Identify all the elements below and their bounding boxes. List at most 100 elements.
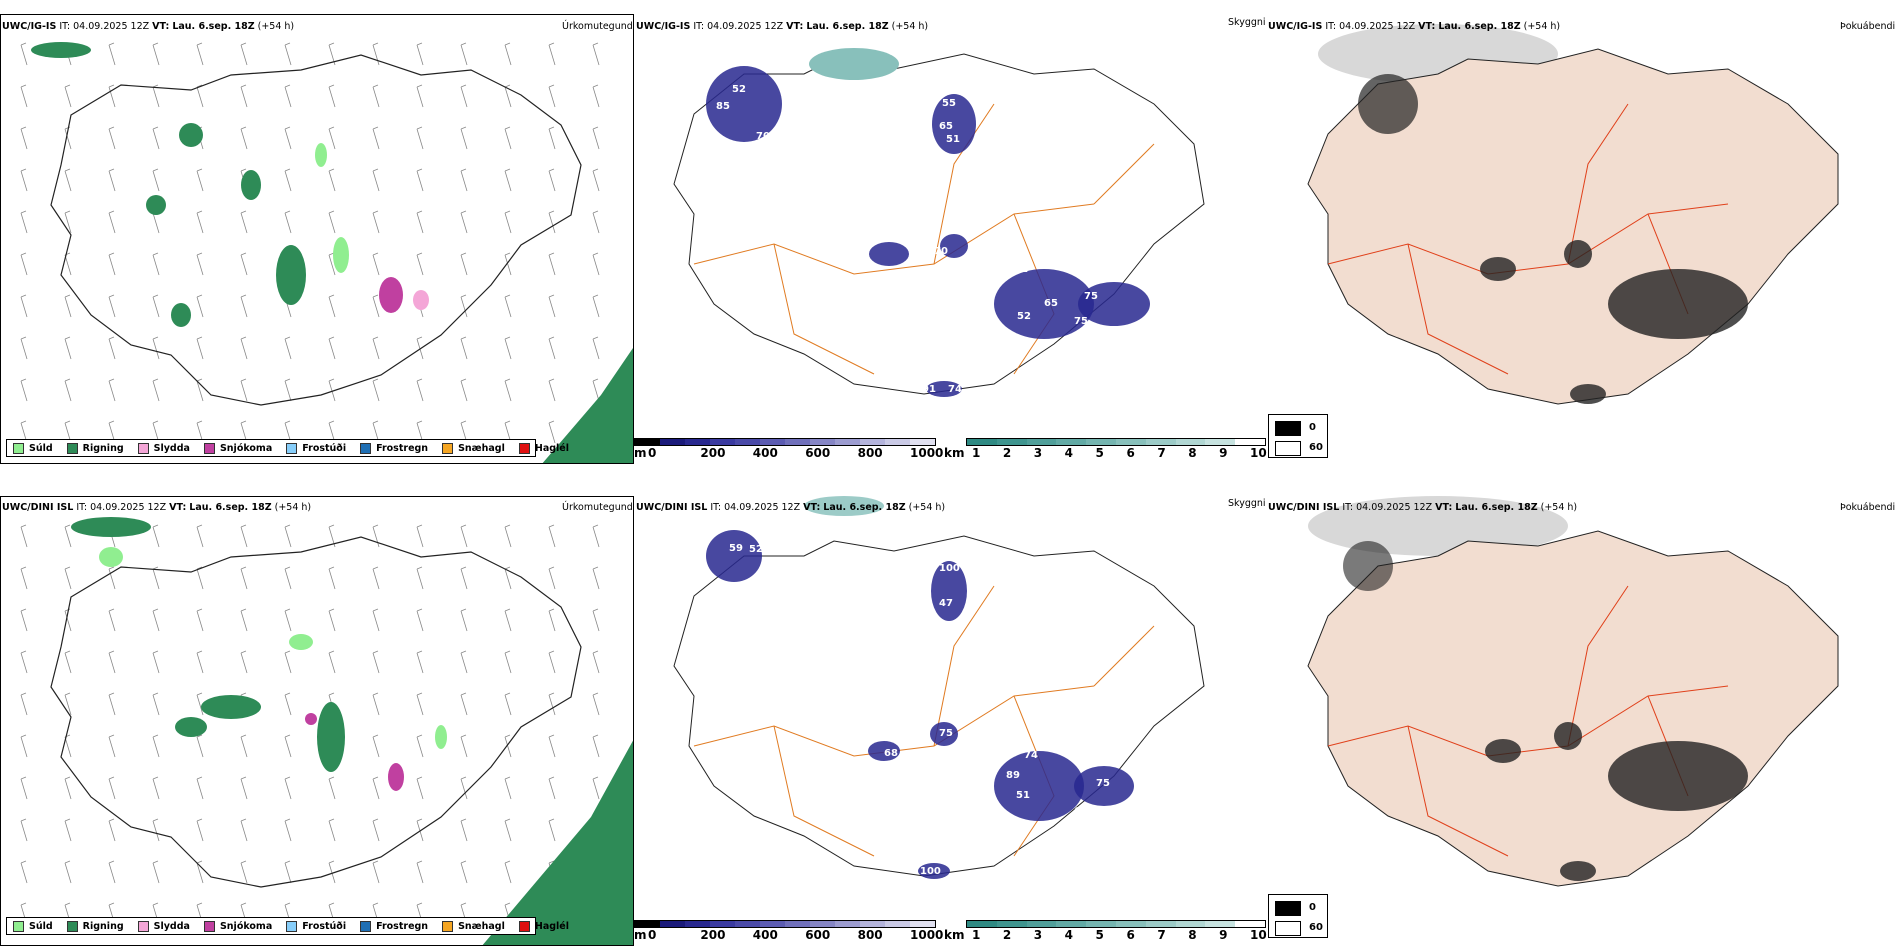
wind-barb: [284, 336, 292, 360]
wind-barb: [328, 126, 336, 150]
wind-barb: [196, 336, 204, 360]
legend-item: Snæhagl: [442, 920, 505, 932]
wind-barb: [20, 126, 28, 150]
wind-barb: [196, 860, 204, 884]
legend-swatch: [442, 442, 454, 454]
wind-barb: [460, 776, 468, 800]
wind-barb: [20, 692, 28, 716]
wind-barb: [196, 608, 204, 632]
wind-barb: [416, 126, 424, 150]
legend-swatch: [518, 442, 530, 454]
vis-value-label: 91: [1014, 264, 1028, 275]
wind-barb: [328, 608, 336, 632]
wind-barb: [416, 650, 424, 674]
wind-barb: [504, 378, 512, 402]
wind-barb: [108, 860, 116, 884]
wind-barb: [64, 650, 72, 674]
bar-tick: 1: [972, 446, 981, 460]
wind-barb: [328, 776, 336, 800]
rain-areas-bottom: [71, 517, 633, 945]
wind-barb: [592, 776, 600, 800]
wind-barb: [64, 126, 72, 150]
wind-barb: [284, 776, 292, 800]
legend-swatch: [360, 920, 372, 932]
wind-barb: [548, 336, 556, 360]
wind-barb: [592, 692, 600, 716]
wind-barb: [460, 42, 468, 66]
wind-barb: [460, 860, 468, 884]
legend-swatch: [66, 442, 78, 454]
wind-barb: [504, 650, 512, 674]
wind-barb: [284, 650, 292, 674]
vis-value-label: 85: [716, 101, 730, 112]
wind-barb: [504, 252, 512, 276]
rain-areas: [31, 42, 633, 463]
bar-tick: 2: [1002, 928, 1012, 942]
vis-value-label: 75: [1096, 778, 1110, 789]
wind-barb: [240, 126, 248, 150]
fog-panel-top: 0 60: [1268, 14, 1900, 464]
wind-barb: [460, 168, 468, 192]
wind-barb: [504, 42, 512, 66]
wind-barb: [108, 734, 116, 758]
fog-dark-areas: [1358, 74, 1748, 404]
ceiling-bar-bottom: [634, 920, 936, 928]
legend-label: Haglél: [534, 920, 569, 932]
wind-barb: [196, 378, 204, 402]
wind-barb: [416, 860, 424, 884]
vis-value-label: 42: [772, 139, 786, 150]
wind-barb: [548, 650, 556, 674]
wind-barb: [284, 524, 292, 548]
wind-barb: [548, 294, 556, 318]
fog-panel-bottom: 0 60: [1268, 496, 1900, 946]
wind-barb: [64, 608, 72, 632]
bar-tick: 8: [1188, 928, 1197, 942]
legend-label: Slydda: [153, 920, 190, 932]
header-fog-bottom: UWC/DINI ISL IT: 04.09.2025 12Z VT: Lau.…: [1268, 502, 1578, 513]
vis-value-label: 52: [749, 544, 763, 555]
legend-item: Snæhagl: [442, 442, 505, 454]
visibility-map-bottom: 86 59 52 100 47 75 68 74 89 51 67 75 67 100: [673, 496, 1205, 879]
legend-swatch: [286, 442, 298, 454]
wind-barb: [152, 776, 160, 800]
wind-barb: [504, 776, 512, 800]
wind-barb: [372, 692, 380, 716]
vis-value-label: 100: [939, 563, 960, 574]
ptype-precip-bottom: Úrkomutegund: [562, 502, 633, 513]
legend-label: Rigning: [82, 920, 124, 932]
wind-barb: [372, 818, 380, 842]
wind-barb: [548, 608, 556, 632]
wind-barb: [284, 42, 292, 66]
legend-item: Frostúði: [286, 442, 346, 454]
wind-barb: [152, 818, 160, 842]
bar-tick: 1: [972, 928, 981, 942]
visibility-panel-bottom: 86 59 52 100 47 75 68 74 89 51 67 75 67 100 m 0 200 400 6…: [634, 496, 1268, 946]
wind-barb: [372, 84, 380, 108]
wind-barb: [152, 336, 160, 360]
ptype-fog-bottom: Þokuábendi: [1840, 502, 1896, 513]
wind-barb: [240, 818, 248, 842]
wind-barb: [108, 42, 116, 66]
bar-tick: 3: [1033, 446, 1043, 460]
wind-barb: [328, 378, 336, 402]
wind-barb: [240, 294, 248, 318]
wind-barb: [196, 42, 204, 66]
wind-barb: [548, 84, 556, 108]
legend-label: Haglél: [534, 442, 569, 454]
wind-barb: [196, 776, 204, 800]
bar-tick: 1000: [910, 446, 944, 460]
legend-item: Súld: [13, 920, 53, 932]
wind-barb: [372, 608, 380, 632]
wind-barb: [20, 336, 28, 360]
bar-tick: 7: [1157, 446, 1166, 460]
legend-item: Haglél: [518, 920, 569, 932]
wind-barb: [548, 692, 556, 716]
wind-barb: [592, 378, 600, 402]
vis-value-label: 51: [1016, 790, 1030, 801]
wind-barb: [108, 168, 116, 192]
wind-barb: [20, 42, 28, 66]
vis-value-label: 73: [794, 88, 808, 99]
wind-barb: [284, 692, 292, 716]
wind-barb: [372, 524, 380, 548]
